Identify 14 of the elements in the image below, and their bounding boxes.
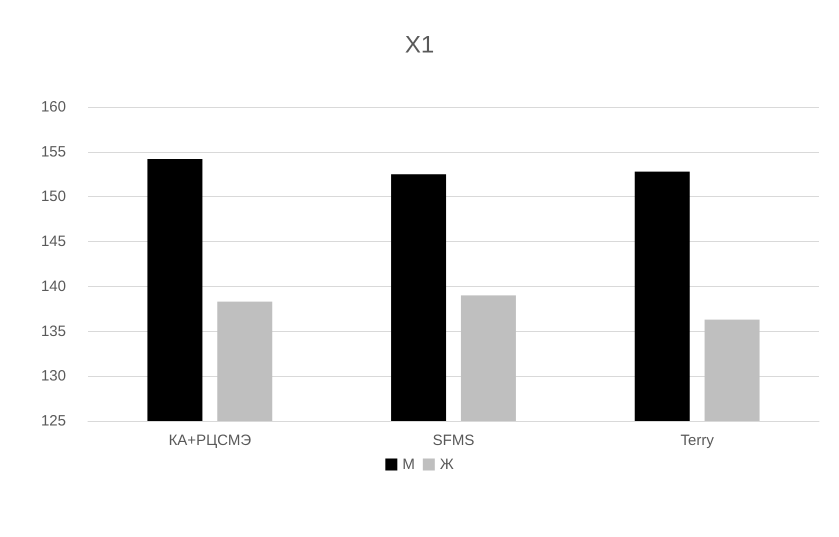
- x-tick-label: Terry: [680, 432, 714, 449]
- y-tick-label: 130: [40, 368, 66, 385]
- y-tick-label: 140: [40, 278, 66, 295]
- x-tick-label: КА+РЦСМЭ: [168, 432, 252, 449]
- legend-label: Ж: [440, 456, 454, 473]
- y-tick-label: 150: [40, 188, 66, 206]
- y-tick-label: 125: [40, 412, 66, 430]
- y-tick-label: 145: [40, 233, 66, 250]
- y-tick-label: 135: [40, 322, 66, 340]
- chart-title: X1: [404, 32, 434, 58]
- x-tick-label: SFMS: [432, 432, 474, 449]
- legend-label: М: [402, 456, 415, 473]
- y-tick-label: 160: [40, 98, 66, 116]
- y-tick-label: 155: [40, 143, 66, 160]
